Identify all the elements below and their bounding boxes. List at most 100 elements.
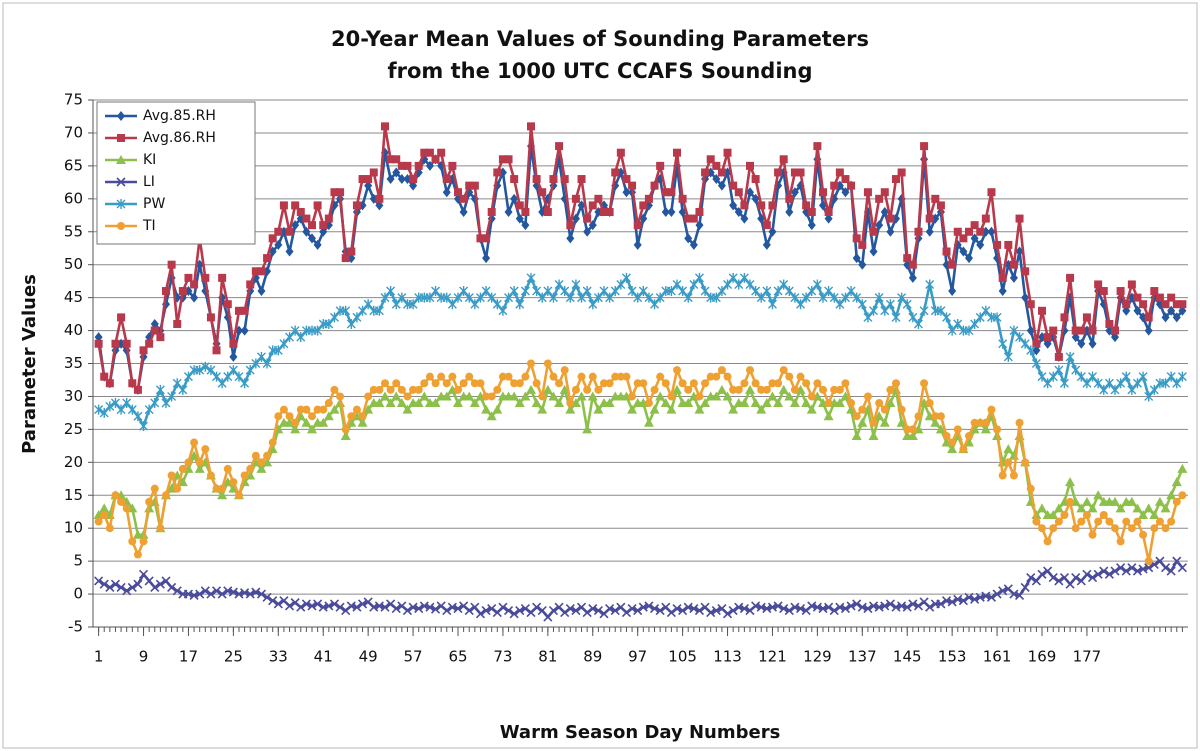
- marker: [548, 292, 558, 303]
- marker: [385, 398, 396, 408]
- marker: [571, 213, 580, 224]
- marker: [1043, 333, 1052, 342]
- marker: [437, 372, 446, 381]
- marker: [1076, 503, 1087, 513]
- marker: [886, 214, 895, 223]
- marker: [392, 155, 401, 164]
- marker: [470, 379, 479, 388]
- x-tick-label: 17: [179, 648, 198, 666]
- marker: [633, 379, 642, 388]
- legend-label: TI: [142, 218, 156, 234]
- marker: [549, 175, 558, 184]
- marker: [993, 425, 1002, 434]
- marker: [229, 478, 238, 487]
- marker: [807, 207, 816, 216]
- marker: [1094, 280, 1103, 289]
- marker: [1150, 287, 1159, 296]
- marker: [678, 379, 687, 388]
- marker: [386, 385, 395, 394]
- marker: [235, 306, 243, 315]
- marker: [1094, 517, 1103, 526]
- marker: [566, 233, 575, 244]
- marker: [902, 299, 912, 310]
- marker: [296, 602, 306, 612]
- marker: [869, 418, 878, 427]
- marker: [925, 226, 934, 237]
- marker: [307, 601, 317, 611]
- marker: [695, 392, 704, 401]
- marker: [302, 405, 311, 414]
- marker: [903, 425, 912, 434]
- marker: [1144, 563, 1154, 573]
- marker: [1126, 496, 1137, 506]
- marker: [313, 239, 322, 250]
- marker: [487, 207, 496, 216]
- marker: [481, 605, 491, 616]
- marker: [201, 273, 210, 282]
- marker: [251, 267, 260, 276]
- marker: [931, 194, 940, 203]
- marker: [195, 458, 204, 467]
- marker: [386, 155, 395, 164]
- marker: [1014, 590, 1025, 600]
- marker: [178, 384, 188, 395]
- marker: [661, 379, 670, 388]
- marker: [908, 272, 917, 283]
- marker: [402, 404, 413, 414]
- marker: [627, 603, 637, 614]
- marker: [190, 438, 199, 447]
- y-tick-label: -5: [68, 618, 83, 636]
- marker: [341, 254, 350, 263]
- marker: [628, 181, 637, 190]
- y-tick-label: 20: [64, 453, 83, 471]
- marker: [627, 404, 638, 414]
- marker: [1038, 306, 1046, 315]
- marker: [577, 200, 586, 211]
- marker: [998, 586, 1008, 596]
- marker: [717, 180, 726, 191]
- marker: [290, 424, 301, 434]
- marker: [347, 412, 356, 421]
- marker: [1026, 484, 1035, 493]
- marker: [190, 280, 199, 289]
- marker: [830, 181, 839, 190]
- marker: [413, 398, 424, 408]
- legend-label: Avg.85.RH: [143, 108, 216, 124]
- marker: [100, 372, 109, 381]
- marker: [554, 398, 565, 408]
- marker: [807, 220, 816, 231]
- marker: [341, 425, 350, 434]
- marker: [211, 586, 222, 596]
- marker: [94, 404, 104, 415]
- marker: [701, 379, 710, 388]
- marker: [117, 497, 126, 506]
- marker: [789, 398, 800, 408]
- y-tick-label: 45: [64, 288, 83, 306]
- marker: [1048, 510, 1059, 520]
- marker: [111, 491, 120, 500]
- marker: [194, 463, 205, 473]
- marker: [527, 359, 535, 368]
- marker: [486, 411, 497, 421]
- marker: [178, 287, 187, 296]
- marker: [740, 379, 749, 388]
- legend-marker: [116, 199, 126, 209]
- marker: [263, 254, 272, 263]
- marker: [948, 438, 957, 447]
- marker: [1093, 569, 1103, 579]
- marker: [1138, 371, 1148, 382]
- marker: [841, 175, 850, 184]
- marker: [993, 240, 1002, 249]
- marker: [728, 605, 738, 616]
- marker: [324, 214, 333, 223]
- marker: [571, 385, 580, 394]
- marker: [380, 391, 390, 401]
- marker: [880, 601, 890, 611]
- marker: [184, 273, 193, 282]
- marker: [1178, 300, 1187, 309]
- marker: [981, 214, 990, 223]
- marker: [133, 550, 142, 559]
- marker: [1020, 582, 1030, 593]
- marker: [684, 214, 693, 223]
- marker: [420, 379, 429, 388]
